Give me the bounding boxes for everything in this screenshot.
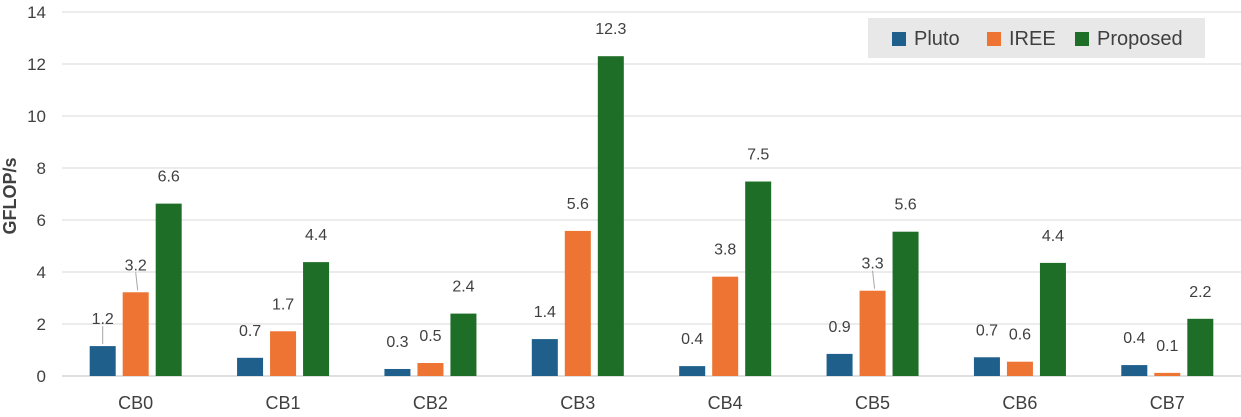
y-axis-ticks: 0 2 4 6 8 10 12 14 xyxy=(27,3,46,386)
data-label-iree-cb1: 1.7 xyxy=(272,296,294,313)
data-label-proposed-cb6: 4.4 xyxy=(1042,228,1064,245)
x-category-label: CB6 xyxy=(1002,393,1037,413)
y-tick-label: 4 xyxy=(37,263,46,282)
data-label-leader-line xyxy=(135,272,139,291)
gridlines xyxy=(62,11,1241,377)
bar-pluto-cb3 xyxy=(531,339,558,376)
data-labels: 1.2 3.2 6.6 0.7 1.7 4.4 0.3 0.5 2.4 1.4 5.6 12.3 0.4… xyxy=(92,21,1212,355)
legend-item-proposed: Proposed xyxy=(1075,28,1183,50)
y-tick-label: 2 xyxy=(37,315,46,334)
legend: Pluto IREE Proposed xyxy=(868,18,1205,58)
bar-pluto-cb1 xyxy=(237,357,264,376)
data-label-pluto-cb0: 1.2 xyxy=(92,311,114,328)
bar-iree-cb5 xyxy=(859,290,886,376)
bar-iree-cb0 xyxy=(122,292,149,376)
data-label-iree-cb5: 3.3 xyxy=(861,256,883,273)
bar-proposed-cb4 xyxy=(745,181,772,376)
data-label-iree-cb2: 0.5 xyxy=(419,328,441,345)
bar-proposed-cb6 xyxy=(1039,262,1066,376)
data-label-iree-cb6: 0.6 xyxy=(1009,327,1031,344)
legend-swatch-pluto xyxy=(892,32,906,46)
bar-iree-cb6 xyxy=(1006,361,1033,376)
bar-iree-cb2 xyxy=(417,363,444,376)
data-label-leader-line xyxy=(872,270,876,289)
legend-label-pluto: Pluto xyxy=(914,28,960,50)
legend-swatch-iree xyxy=(987,32,1001,46)
legend-label-proposed: Proposed xyxy=(1097,28,1183,50)
data-label-proposed-cb2: 2.4 xyxy=(452,279,474,296)
bar-iree-cb3 xyxy=(564,230,591,376)
bar-pluto-cb4 xyxy=(679,366,706,376)
x-category-label: CB3 xyxy=(560,393,595,413)
y-tick-label: 0 xyxy=(37,367,46,386)
y-axis-title: GFLOP/s xyxy=(0,157,20,234)
data-label-proposed-cb1: 4.4 xyxy=(305,227,327,244)
data-label-proposed-cb7: 2.2 xyxy=(1189,284,1211,301)
y-tick-label: 12 xyxy=(27,55,46,74)
data-label-pluto-cb1: 0.7 xyxy=(239,323,261,340)
data-label-pluto-cb7: 0.4 xyxy=(1123,330,1145,347)
x-category-label: CB0 xyxy=(118,393,153,413)
data-label-pluto-cb4: 0.4 xyxy=(681,331,703,348)
y-tick-label: 10 xyxy=(27,107,46,126)
x-category-label: CB1 xyxy=(266,393,301,413)
data-label-iree-cb7: 0.1 xyxy=(1156,338,1178,355)
x-category-label: CB4 xyxy=(708,393,743,413)
data-label-pluto-cb5: 0.9 xyxy=(828,319,850,336)
y-tick-label: 14 xyxy=(27,3,46,22)
bar-proposed-cb3 xyxy=(597,56,624,376)
bar-proposed-cb7 xyxy=(1187,318,1214,376)
bar-pluto-cb7 xyxy=(1121,365,1148,376)
bar-proposed-cb5 xyxy=(892,231,919,376)
data-label-iree-cb3: 5.6 xyxy=(567,196,589,213)
bar-pluto-cb2 xyxy=(384,368,411,376)
data-label-iree-cb4: 3.8 xyxy=(714,242,736,259)
legend-background xyxy=(868,18,1205,58)
data-label-proposed-cb4: 7.5 xyxy=(747,147,769,164)
legend-swatch-proposed xyxy=(1075,32,1089,46)
bar-proposed-cb0 xyxy=(155,203,182,376)
bar-iree-cb7 xyxy=(1154,372,1181,376)
bar-iree-cb4 xyxy=(712,276,739,376)
data-label-proposed-cb5: 5.6 xyxy=(894,197,916,214)
x-axis-categories: CB0 CB1 CB2 CB3 CB4 CB5 CB6 CB7 xyxy=(118,393,1185,413)
x-category-label: CB7 xyxy=(1150,393,1185,413)
data-label-pluto-cb2: 0.3 xyxy=(386,334,408,351)
data-label-pluto-cb6: 0.7 xyxy=(976,322,998,339)
legend-item-iree: IREE xyxy=(987,28,1056,50)
bar-proposed-cb1 xyxy=(303,262,330,376)
legend-item-pluto: Pluto xyxy=(892,28,960,50)
data-label-pluto-cb3: 1.4 xyxy=(534,304,556,321)
legend-label-iree: IREE xyxy=(1009,28,1056,50)
bar-pluto-cb5 xyxy=(826,353,853,376)
bar-pluto-cb6 xyxy=(973,357,1000,376)
x-category-label: CB2 xyxy=(413,393,448,413)
data-label-proposed-cb0: 6.6 xyxy=(158,169,180,186)
y-tick-label: 8 xyxy=(37,159,46,178)
data-label-iree-cb0: 3.2 xyxy=(125,257,147,274)
bar-proposed-cb2 xyxy=(450,313,477,376)
bar-iree-cb1 xyxy=(270,331,297,376)
x-category-label: CB5 xyxy=(855,393,890,413)
y-tick-label: 6 xyxy=(37,211,46,230)
bars xyxy=(89,56,1214,376)
bar-pluto-cb0 xyxy=(89,346,116,376)
data-label-proposed-cb3: 12.3 xyxy=(595,21,626,38)
